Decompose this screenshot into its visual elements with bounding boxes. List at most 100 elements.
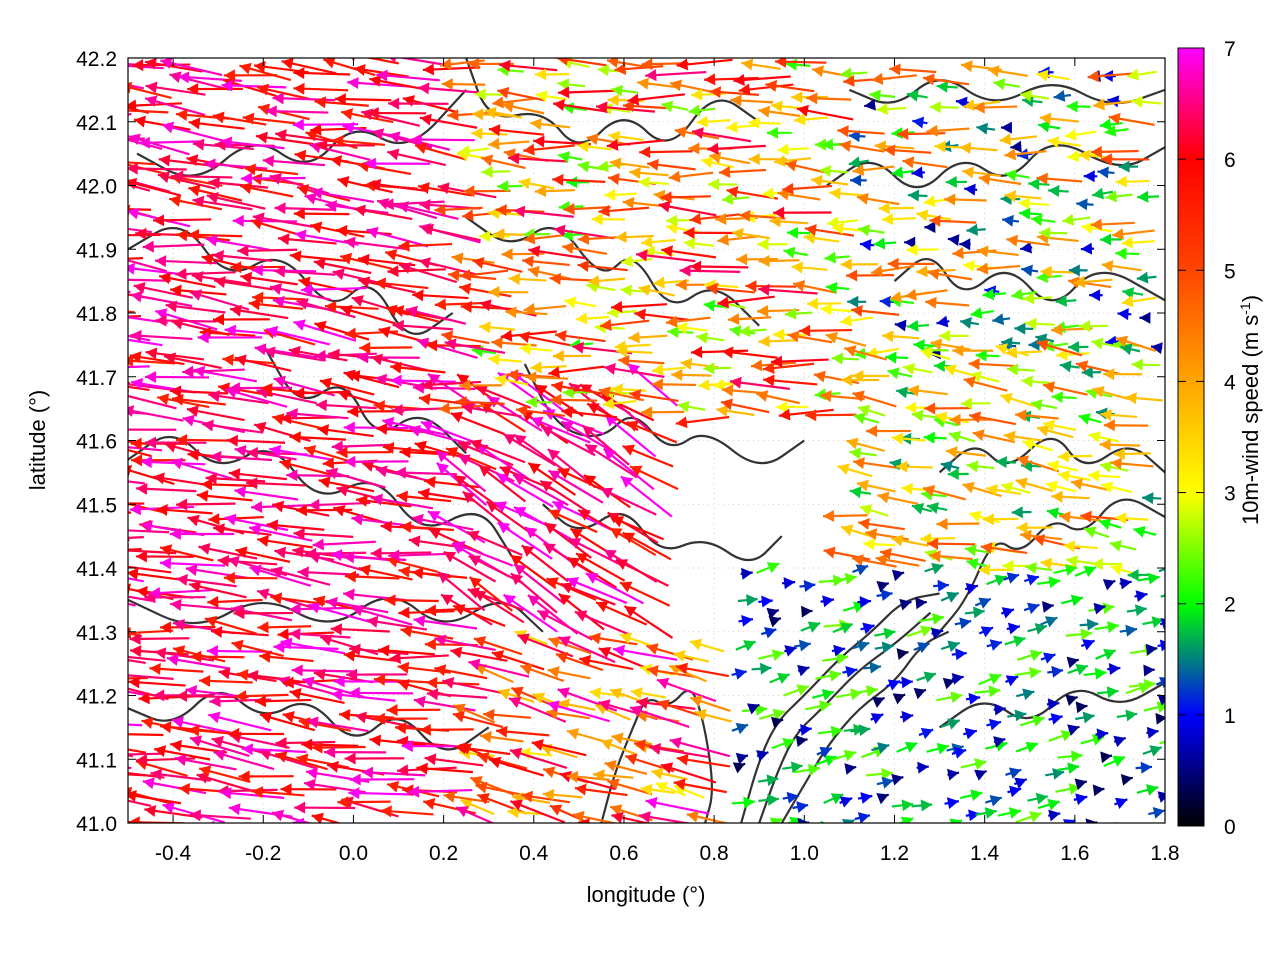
terrain-contour <box>128 226 454 335</box>
wind-arrow <box>419 113 478 129</box>
wind-arrow <box>228 727 284 740</box>
wind-arrow <box>128 163 166 175</box>
wind-arrow <box>426 688 488 701</box>
wind-arrow <box>889 63 937 76</box>
wind-arrow <box>891 534 929 547</box>
wind-arrow <box>128 655 166 662</box>
wind-arrow <box>731 723 749 735</box>
wind-arrow <box>523 303 567 315</box>
wind-arrow <box>1056 348 1090 361</box>
wind-arrow <box>1023 602 1040 615</box>
wind-arrow <box>1002 214 1020 227</box>
x-tick-label: 0.0 <box>339 842 368 865</box>
wind-arrow <box>476 751 528 770</box>
wind-arrow <box>852 369 890 382</box>
wind-arrow <box>859 504 889 517</box>
wind-arrow <box>221 79 287 92</box>
wind-arrow <box>1075 701 1088 714</box>
wind-arrow <box>548 509 598 534</box>
wind-arrow <box>408 425 472 446</box>
wind-arrow <box>346 668 408 681</box>
x-tick-label: 0.2 <box>429 842 458 865</box>
wind-arrow <box>806 297 842 310</box>
wind-arrow <box>466 530 523 557</box>
colorbar-title: 10m-wind speed (m s-1) <box>1237 295 1263 525</box>
wind-arrow <box>443 790 490 804</box>
wind-arrow <box>840 314 874 327</box>
wind-arrow <box>1015 477 1053 492</box>
wind-arrow <box>471 127 508 140</box>
wind-arrow <box>926 124 970 137</box>
wind-arrow <box>333 675 399 688</box>
terrain-contour <box>848 79 1165 105</box>
wind-arrow <box>1155 712 1165 725</box>
wind-arrow <box>1101 260 1142 272</box>
wind-arrow <box>675 415 730 429</box>
wind-arrow <box>1017 649 1043 662</box>
wind-arrow <box>1074 778 1088 791</box>
wind-arrow <box>758 335 796 348</box>
wind-arrow <box>153 745 211 761</box>
wind-arrow <box>223 571 278 584</box>
wind-arrow <box>577 140 612 153</box>
wind-arrow <box>717 295 775 309</box>
wind-arrow <box>386 704 441 717</box>
wind-arrow <box>820 595 835 608</box>
wind-arrow <box>1064 128 1097 141</box>
wind-arrow <box>575 312 609 325</box>
wind-arrow <box>951 672 964 685</box>
wind-arrow <box>536 609 593 641</box>
wind-arrow <box>787 330 833 344</box>
wind-arrow <box>960 397 991 410</box>
wind-arrow <box>797 664 810 677</box>
wind-arrow <box>1100 481 1132 494</box>
wind-arrow <box>902 363 933 375</box>
wind-arrow <box>128 177 182 197</box>
wind-arrow <box>1005 346 1043 359</box>
wind-arrow <box>638 811 693 823</box>
wind-arrow <box>296 753 350 769</box>
wind-arrow <box>377 644 435 657</box>
wind-arrow <box>577 818 590 823</box>
wind-arrow <box>976 262 1021 275</box>
wind-arrow <box>1045 767 1065 780</box>
wind-arrow <box>175 267 236 280</box>
wind-arrow <box>469 439 526 464</box>
wind-arrow <box>600 319 650 331</box>
wind-arrow <box>944 797 960 810</box>
wind-arrow <box>703 362 732 375</box>
y-axis-title: latitude (°) <box>25 390 50 491</box>
wind-arrow <box>452 604 506 627</box>
wind-arrow <box>1131 95 1162 108</box>
wind-arrow <box>591 213 626 226</box>
wind-arrow <box>1005 675 1019 687</box>
wind-arrow <box>886 679 901 691</box>
wind-arrow <box>370 493 434 510</box>
wind-arrow <box>128 410 133 413</box>
wind-arrow <box>1014 322 1034 335</box>
wind-arrow <box>208 513 264 526</box>
wind-arrow <box>820 303 853 316</box>
wind-arrow <box>963 727 978 740</box>
wind-arrow <box>452 710 504 729</box>
wind-arrow <box>758 649 785 662</box>
wind-arrow <box>128 183 151 192</box>
wind-arrow <box>359 341 413 354</box>
wind-arrow <box>651 378 697 391</box>
wind-arrow <box>858 518 905 531</box>
wind-arrow <box>421 223 481 242</box>
wind-arrow <box>694 708 733 723</box>
wind-arrow <box>129 632 190 645</box>
wind-arrow <box>553 224 614 240</box>
wind-arrow <box>986 718 1002 731</box>
wind-arrow <box>187 83 243 96</box>
wind-arrow <box>895 386 917 399</box>
wind-arrow <box>374 277 429 290</box>
wind-arrow <box>128 405 184 422</box>
wind-arrow <box>205 234 270 251</box>
wind-arrow <box>530 416 591 444</box>
wind-arrow <box>478 464 527 503</box>
wind-arrow <box>228 468 288 481</box>
wind-arrow <box>1074 565 1097 577</box>
wind-arrow <box>313 257 372 275</box>
